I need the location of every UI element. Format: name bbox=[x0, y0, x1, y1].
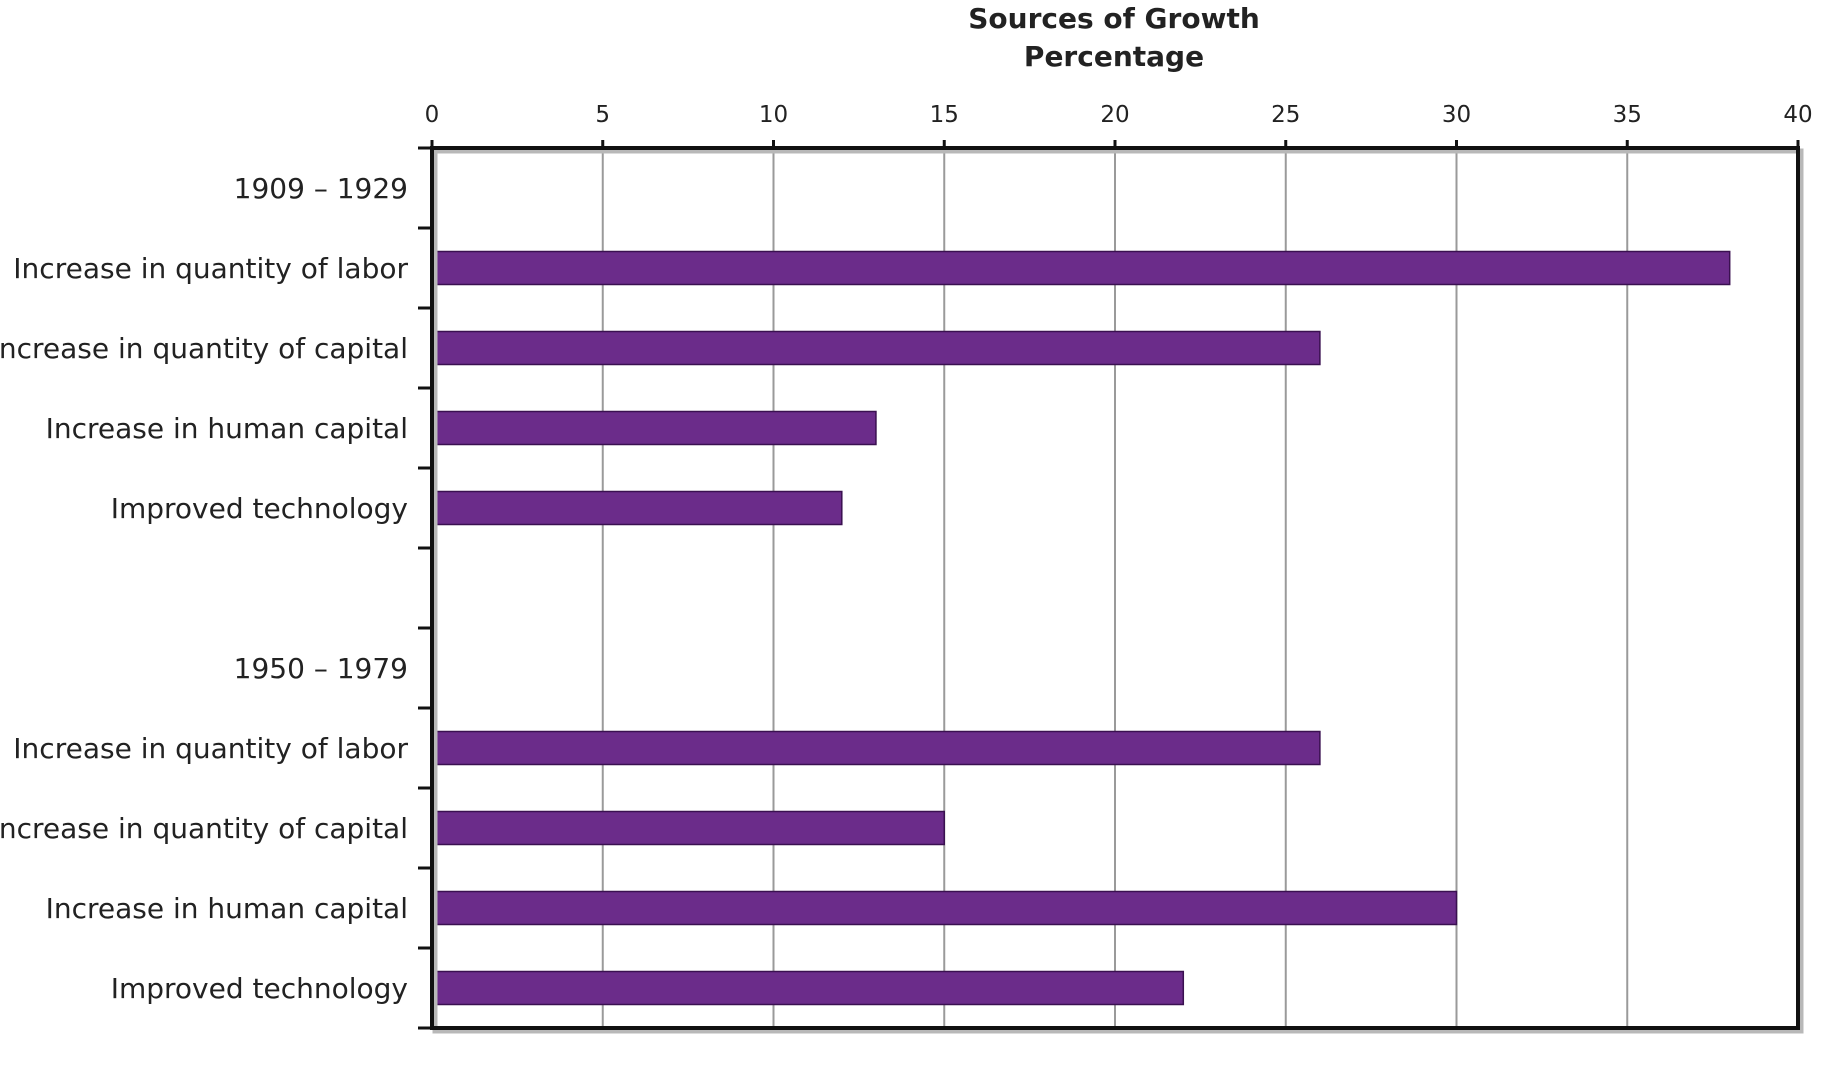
bar bbox=[431, 810, 945, 846]
x-tick-label: 0 bbox=[425, 102, 440, 128]
x-tick-label: 40 bbox=[1783, 102, 1812, 128]
bar bbox=[431, 330, 1321, 366]
plot-frame-shadow bbox=[432, 148, 1804, 1034]
category-label: Increase in human capital bbox=[46, 892, 408, 925]
category-label: Increase in quantity of labor bbox=[13, 732, 408, 765]
x-tick-label: 30 bbox=[1442, 102, 1471, 128]
x-axis-label: Percentage bbox=[1024, 40, 1204, 73]
x-tick-label: 5 bbox=[595, 102, 610, 128]
category-labels: 1909 – 1929 Increase in quantity of labor… bbox=[0, 172, 408, 1005]
bar bbox=[431, 890, 1458, 926]
category-label: Improved technology bbox=[111, 492, 408, 525]
group-label: 1909 – 1929 bbox=[234, 172, 408, 205]
x-tick-label: 15 bbox=[930, 102, 959, 128]
bar bbox=[431, 250, 1731, 286]
bar bbox=[431, 730, 1321, 766]
category-label: Increase in human capital bbox=[46, 412, 408, 445]
bar bbox=[431, 490, 843, 526]
category-label: Increase in quantity of labor bbox=[13, 252, 408, 285]
x-tick-label: 10 bbox=[759, 102, 788, 128]
bar bbox=[431, 970, 1185, 1006]
x-tick-label: 25 bbox=[1271, 102, 1300, 128]
group-label: 1950 – 1979 bbox=[234, 652, 408, 685]
category-label: Improved technology bbox=[111, 972, 408, 1005]
x-tick-label: 35 bbox=[1613, 102, 1642, 128]
gridlines bbox=[601, 148, 1629, 1028]
y-axis-ticks bbox=[418, 146, 432, 1030]
bar bbox=[431, 410, 877, 446]
x-axis-ticks: 0 5 10 15 20 25 30 35 40 bbox=[425, 102, 1813, 148]
category-label: Increase in quantity of capital bbox=[0, 812, 408, 845]
bars bbox=[431, 250, 1731, 1006]
chart-title: Sources of Growth bbox=[968, 2, 1260, 35]
x-tick-label: 20 bbox=[1100, 102, 1129, 128]
category-label: Increase in quantity of capital bbox=[0, 332, 408, 365]
